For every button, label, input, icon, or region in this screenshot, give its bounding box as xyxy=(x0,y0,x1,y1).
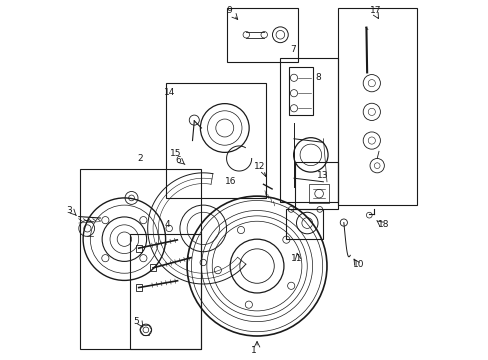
Text: 7: 7 xyxy=(289,45,295,54)
Text: 18: 18 xyxy=(377,220,388,229)
Text: 1: 1 xyxy=(250,346,256,355)
Text: 14: 14 xyxy=(164,87,175,96)
Bar xyxy=(136,244,142,252)
Bar xyxy=(136,284,142,291)
Text: 4: 4 xyxy=(164,220,170,229)
Bar xyxy=(289,67,313,116)
Bar xyxy=(337,8,416,205)
Text: 17: 17 xyxy=(369,6,380,15)
Text: 13: 13 xyxy=(316,171,328,180)
Text: 12: 12 xyxy=(254,162,265,171)
Text: 16: 16 xyxy=(224,177,236,186)
Text: 8: 8 xyxy=(315,73,321,82)
Bar xyxy=(308,184,328,203)
Text: 3: 3 xyxy=(66,206,72,215)
Text: 9: 9 xyxy=(226,6,232,15)
Bar xyxy=(285,209,323,239)
Bar xyxy=(280,58,337,202)
Text: 15: 15 xyxy=(169,149,181,158)
Bar xyxy=(294,162,337,209)
Text: 5: 5 xyxy=(133,317,139,326)
Bar xyxy=(80,169,201,348)
Bar xyxy=(165,83,265,198)
Bar xyxy=(129,234,201,348)
Text: 11: 11 xyxy=(290,254,302,263)
Bar xyxy=(150,264,156,271)
Text: 2: 2 xyxy=(138,154,143,163)
Text: 6: 6 xyxy=(175,156,181,165)
Bar xyxy=(226,8,298,62)
Text: 10: 10 xyxy=(352,260,364,269)
